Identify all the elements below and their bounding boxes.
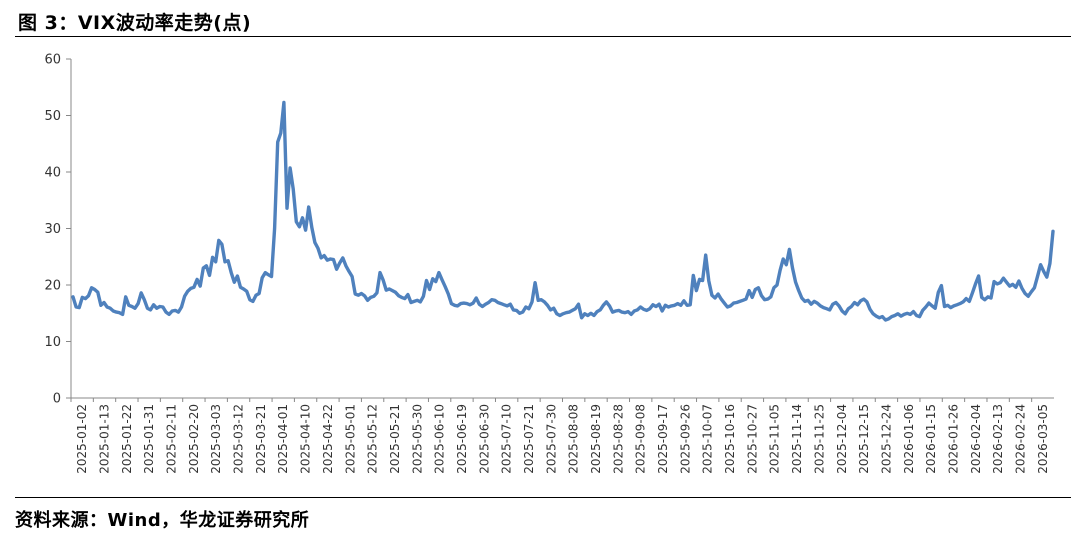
x-tick-label: 2025-04-22 <box>321 404 335 474</box>
y-tick-label: 60 <box>44 53 61 68</box>
x-tick-label: 2025-12-04 <box>835 404 849 474</box>
x-tick-label: 2026-03-05 <box>1036 404 1050 474</box>
x-tick-label: 2025-03-12 <box>232 404 246 474</box>
x-tick-label: 2025-11-25 <box>812 404 826 474</box>
x-tick-label: 2025-08-08 <box>567 404 581 474</box>
x-tick-label: 2025-01-02 <box>75 404 89 474</box>
x-tick-label: 2025-12-24 <box>879 404 893 474</box>
figure-title: 图 3：VIX波动率走势(点) <box>18 12 252 34</box>
series-line-vix <box>71 100 1055 322</box>
x-tick-label: 2025-01-22 <box>120 404 134 474</box>
x-tick-label: 2025-10-07 <box>701 404 715 474</box>
x-tick-label: 2025-11-05 <box>768 404 782 474</box>
x-tick-label: 2025-04-10 <box>299 404 313 474</box>
x-tick-label: 2025-01-13 <box>98 404 112 474</box>
x-tick-label: 2025-09-26 <box>678 404 692 474</box>
x-tick-label: 2025-08-19 <box>589 404 603 474</box>
x-tick-label: 2026-02-04 <box>969 404 983 474</box>
x-tick-label: 2025-04-01 <box>276 404 290 474</box>
x-tick-label: 2025-08-28 <box>611 404 625 474</box>
x-tick-label: 2025-03-21 <box>254 404 268 474</box>
x-tick-label: 2026-02-13 <box>991 404 1005 474</box>
y-tick-label: 10 <box>44 335 61 350</box>
x-tick-label: 2025-11-14 <box>790 404 804 474</box>
x-tick-label: 2025-05-21 <box>388 404 402 474</box>
x-tick-label: 2025-10-16 <box>723 404 737 474</box>
x-tick-label: 2025-05-01 <box>343 404 357 474</box>
y-tick-label: 50 <box>44 109 61 124</box>
x-tick-label: 2025-06-19 <box>455 404 469 474</box>
y-tick-label: 20 <box>44 279 61 294</box>
bottom-rule <box>15 497 1071 498</box>
x-tick-label: 2026-01-06 <box>902 404 916 474</box>
y-tick-label: 0 <box>53 392 61 407</box>
y-tick-label: 40 <box>44 166 61 181</box>
x-tick-label: 2025-10-27 <box>745 404 759 474</box>
x-tick-label: 2025-03-03 <box>209 404 223 474</box>
x-tick-label: 2025-05-30 <box>410 404 424 474</box>
source-note: 资料来源：Wind，华龙证券研究所 <box>15 510 310 531</box>
x-tick-label: 2025-07-30 <box>544 404 558 474</box>
x-tick-label: 2026-01-15 <box>924 404 938 474</box>
x-tick-label: 2026-02-24 <box>1013 404 1027 474</box>
top-rule <box>15 36 1071 37</box>
x-tick-label: 2025-06-30 <box>477 404 491 474</box>
x-tick-label: 2025-07-10 <box>500 404 514 474</box>
x-tick-label: 2025-02-11 <box>165 404 179 474</box>
y-tick-label: 30 <box>44 222 61 237</box>
x-tick-label: 2025-12-15 <box>857 404 871 474</box>
x-tick-label: 2025-02-20 <box>187 404 201 474</box>
x-tick-label: 2025-09-17 <box>656 404 670 474</box>
x-tick-label: 2025-09-08 <box>634 404 648 474</box>
x-tick-label: 2025-01-31 <box>142 404 156 474</box>
x-tick-label: 2026-01-26 <box>946 404 960 474</box>
x-tick-label: 2025-06-10 <box>433 404 447 474</box>
x-tick-label: 2025-05-12 <box>366 404 380 474</box>
x-tick-label: 2025-07-21 <box>522 404 536 474</box>
